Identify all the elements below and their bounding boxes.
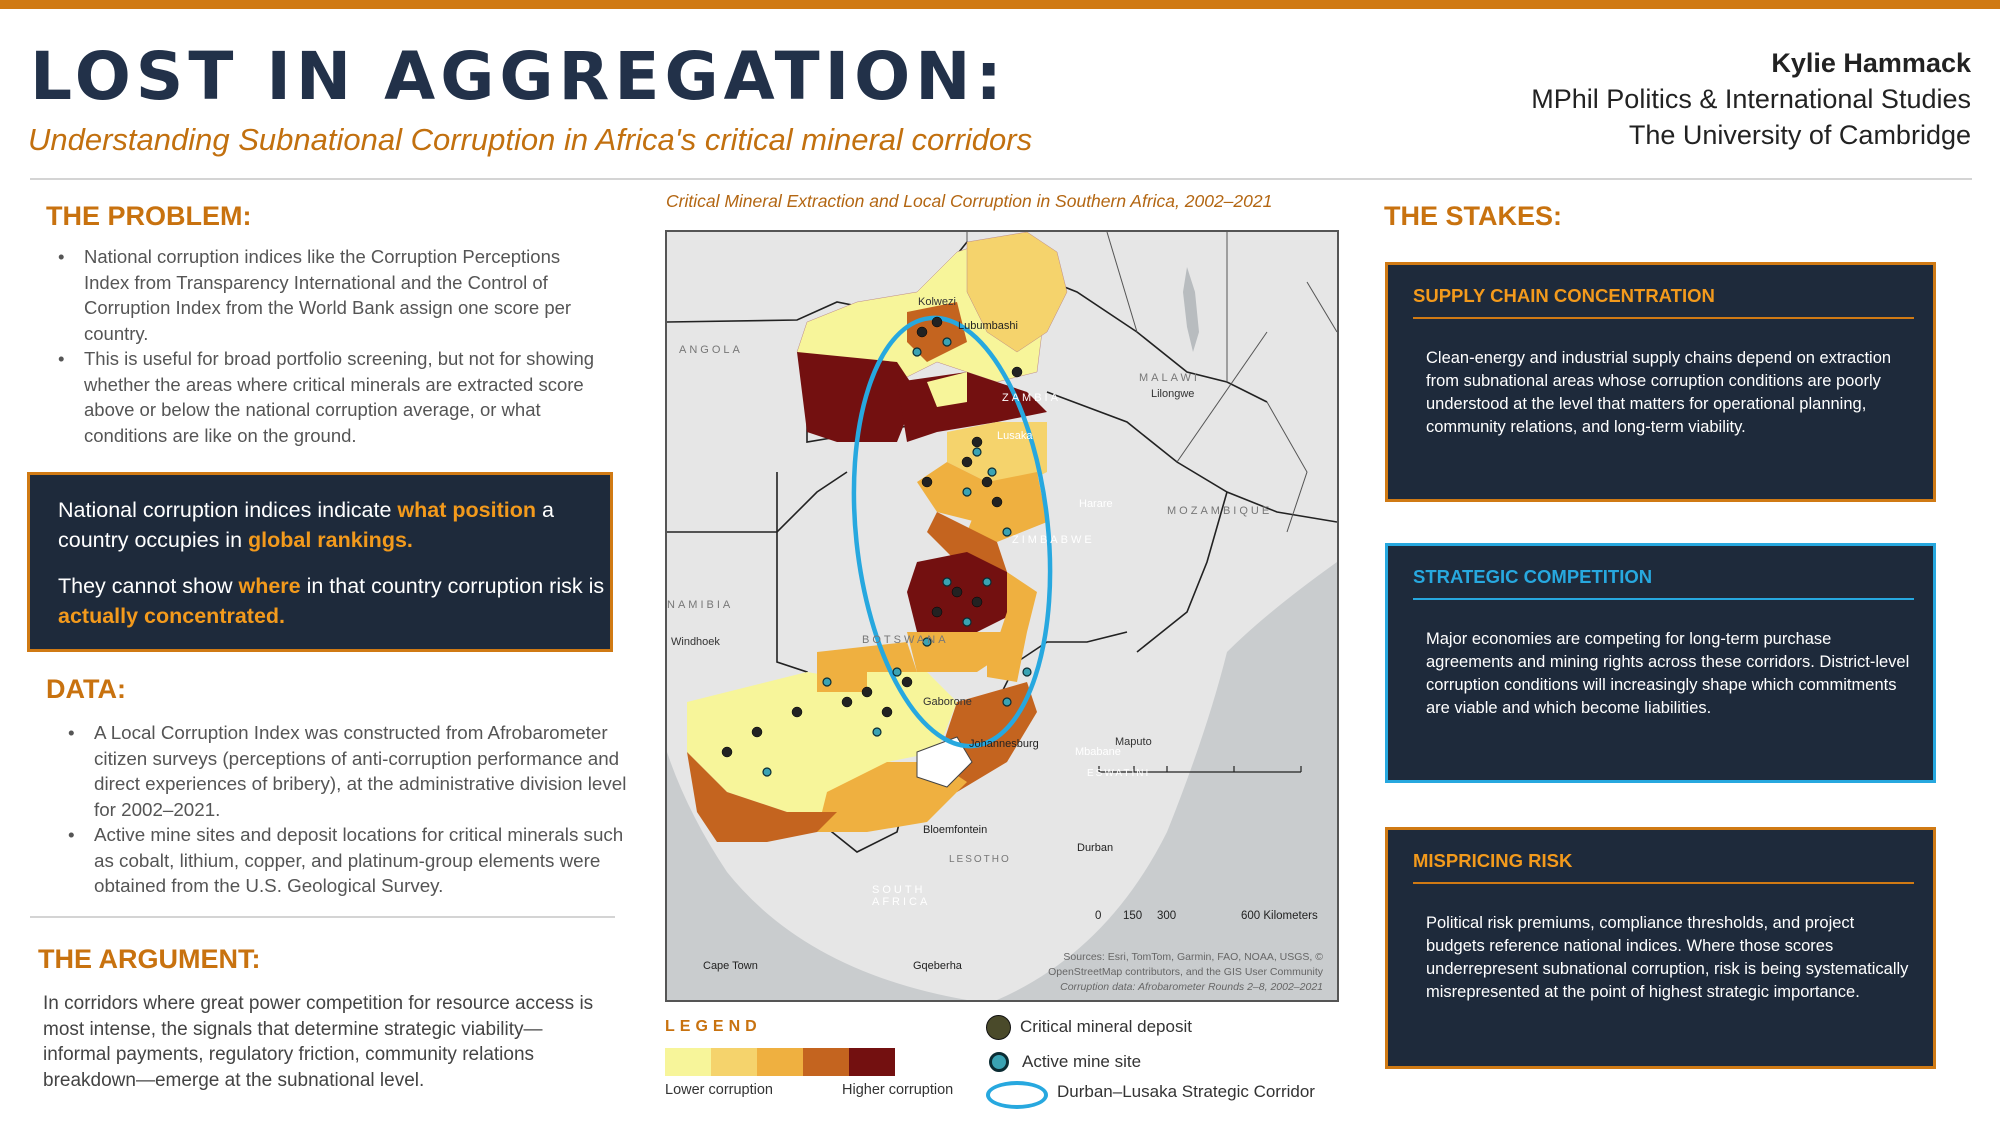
- author-program: MPhil Politics & International Studies: [1531, 84, 1971, 114]
- map-country-label: ESWATINI: [1087, 768, 1151, 779]
- map-city-label: Harare: [1079, 498, 1113, 510]
- list-item: This is useful for broad portfolio scree…: [54, 346, 609, 448]
- legend-corridor-label: Durban–Lusaka Strategic Corridor: [1057, 1082, 1315, 1101]
- list-item: A Local Corruption Index was constructed…: [64, 720, 634, 822]
- author-institution: The University of Cambridge: [1628, 120, 1971, 150]
- problem-list: National corruption indices like the Cor…: [54, 244, 609, 448]
- scale-tick: 0: [1095, 910, 1102, 922]
- map-city-label: Gaborone: [923, 696, 972, 708]
- map-city-label: Gqeberha: [913, 960, 962, 972]
- callout-box: National corruption indices indicate wha…: [27, 472, 613, 652]
- stakes-card: SUPPLY CHAIN CONCENTRATION Clean-energy …: [1385, 262, 1936, 502]
- scale-tick: 150: [1123, 910, 1143, 922]
- scale-tick: 600 Kilometers: [1241, 910, 1318, 922]
- map-city-label: Lubumbashi: [958, 320, 1018, 332]
- data-list: A Local Corruption Index was constructed…: [64, 720, 634, 899]
- card-rule: [1413, 882, 1914, 884]
- data-heading: DATA:: [46, 674, 126, 704]
- map-city-label: Bloemfontein: [923, 824, 988, 836]
- poster-title: LOST IN AGGREGATION:: [30, 38, 1007, 115]
- map-country-label: SOUTH AFRICA: [872, 884, 931, 908]
- card-text: Major economies are competing for long-t…: [1426, 630, 1910, 717]
- stakes-heading: THE STAKES:: [1384, 201, 1563, 231]
- map-svg: [667, 232, 1337, 1000]
- map-city-label: Windhoek: [671, 636, 720, 648]
- map: ANGOLA ZAMBIA MALAWI MOZAMBIQUE ZIMBABWE…: [665, 230, 1339, 1002]
- map-title: Critical Mineral Extraction and Local Co…: [666, 191, 1273, 211]
- deposit-marker-icon: [986, 1015, 1011, 1040]
- map-country-label: NAMIBIA: [667, 599, 734, 611]
- card-title: SUPPLY CHAIN CONCENTRATION: [1413, 285, 1715, 306]
- map-country-label: BOTSWANA: [862, 634, 949, 646]
- poster-subtitle: Understanding Subnational Corruption in …: [28, 122, 1033, 157]
- legend-swatch: [757, 1048, 803, 1076]
- legend-low-label: Lower corruption: [665, 1082, 773, 1098]
- map-country-label: MOZAMBIQUE: [1167, 505, 1273, 517]
- map-city-label: Johannesburg: [969, 738, 1039, 750]
- stakes-card: STRATEGIC COMPETITION Major economies ar…: [1385, 543, 1936, 783]
- map-country-label: LESOTHO: [949, 854, 1011, 865]
- map-city-label: Maputo: [1115, 736, 1152, 748]
- legend-title: LEGEND: [665, 1018, 762, 1035]
- map-city-label: Mbabane: [1075, 746, 1121, 758]
- author-block: Kylie Hammack MPhil Politics & Internati…: [1531, 45, 1971, 153]
- legend-swatch: [849, 1048, 895, 1076]
- map-country-label: ZAMBIA: [1002, 392, 1061, 404]
- card-text: Clean-energy and industrial supply chain…: [1426, 349, 1892, 436]
- argument-heading: THE ARGUMENT:: [38, 944, 261, 974]
- argument-text: In corridors where great power competiti…: [43, 993, 594, 1091]
- map-country-label: MALAWI: [1139, 372, 1200, 384]
- map-city-label: Cape Town: [703, 960, 758, 972]
- author-name: Kylie Hammack: [1771, 48, 1971, 78]
- card-title: STRATEGIC COMPETITION: [1413, 566, 1653, 587]
- map-city-label: Lusaka: [997, 430, 1033, 442]
- legend-high-label: Higher corruption: [842, 1082, 954, 1098]
- stakes-card: MISPRICING RISK Political risk premiums,…: [1385, 827, 1936, 1069]
- corridor-ellipse-icon: [986, 1081, 1048, 1109]
- list-item: National corruption indices like the Cor…: [54, 244, 609, 346]
- card-rule: [1413, 598, 1914, 600]
- header-divider: [30, 178, 1972, 180]
- legend-mine-label: Active mine site: [1022, 1052, 1142, 1071]
- legend-swatch: [803, 1048, 849, 1076]
- legend-deposit-label: Critical mineral deposit: [1020, 1017, 1192, 1036]
- map-sources: Sources: Esri, TomTom, Garmin, FAO, NOAA…: [1048, 951, 1323, 993]
- card-title: MISPRICING RISK: [1413, 850, 1573, 871]
- callout-line-1: National corruption indices indicate wha…: [58, 498, 554, 552]
- card-text: Political risk premiums, compliance thre…: [1426, 914, 1909, 1001]
- list-item: Active mine sites and deposit locations …: [64, 822, 634, 899]
- scale-tick: 300: [1157, 910, 1177, 922]
- map-country-label: ANGOLA: [679, 344, 743, 356]
- map-city-label: Durban: [1077, 842, 1114, 854]
- section-divider: [30, 916, 615, 918]
- problem-heading: THE PROBLEM:: [46, 201, 252, 231]
- map-country-label: ZIMBABWE: [1012, 534, 1095, 546]
- mine-marker-icon: [989, 1052, 1009, 1072]
- map-city-label: Lilongwe: [1151, 388, 1195, 400]
- callout-line-2: They cannot show where in that country c…: [58, 574, 605, 628]
- map-city-label: Kolwezi: [918, 296, 956, 308]
- card-rule: [1413, 317, 1914, 319]
- legend-swatch: [711, 1048, 757, 1076]
- legend-swatch: [665, 1048, 711, 1076]
- top-accent-bar: [0, 0, 2000, 9]
